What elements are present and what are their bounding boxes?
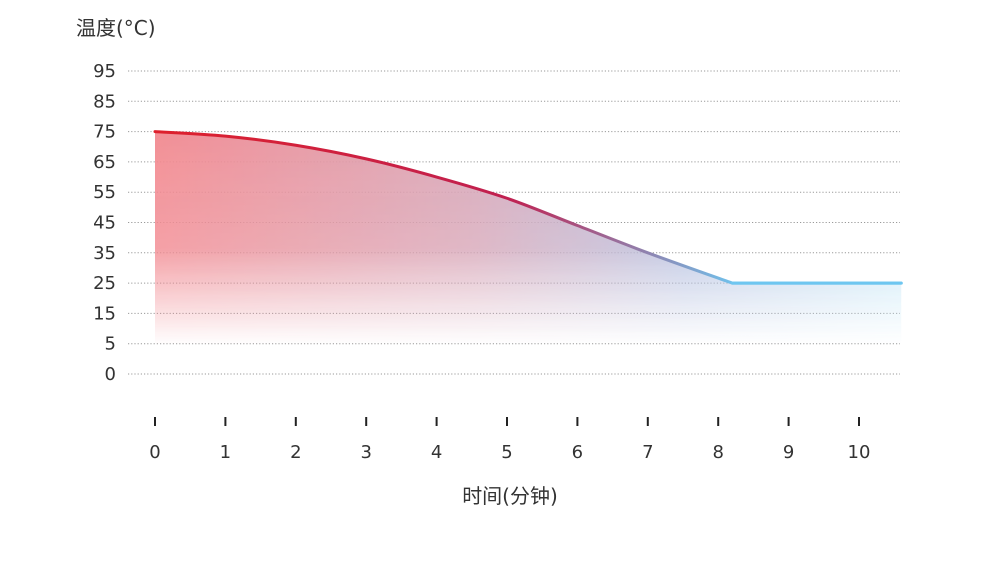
x-tick-label: 4 <box>431 442 442 463</box>
y-tick-label: 85 <box>93 91 116 112</box>
x-tick-label: 10 <box>848 442 871 463</box>
y-tick-label: 0 <box>105 364 116 385</box>
x-tick-label: 5 <box>501 442 512 463</box>
y-tick-label: 45 <box>93 213 116 234</box>
x-tick-label: 1 <box>220 442 231 463</box>
x-axis-title: 时间(分钟) <box>462 484 558 508</box>
y-tick-label: 15 <box>93 303 116 324</box>
x-tick-label: 2 <box>290 442 301 463</box>
x-tick-label: 3 <box>360 442 371 463</box>
y-axis-ticks: 0 5 15 25 35 45 55 65 75 85 95 <box>93 61 116 385</box>
y-tick-label: 95 <box>93 61 116 82</box>
x-tick-label: 7 <box>642 442 653 463</box>
y-tick-label: 5 <box>105 334 116 355</box>
x-axis-ticks: 0 1 2 3 4 5 6 7 8 9 10 <box>149 417 870 463</box>
x-tick-label: 0 <box>149 442 160 463</box>
y-tick-label: 25 <box>93 273 116 294</box>
series-line <box>153 130 903 285</box>
area-fill <box>155 131 902 346</box>
series-lines <box>153 130 903 285</box>
y-axis-title: 温度(°C) <box>76 16 156 40</box>
y-tick-label: 65 <box>93 152 116 173</box>
series-area <box>155 131 902 346</box>
y-tick-label: 35 <box>93 243 116 264</box>
y-tick-label: 55 <box>93 182 116 203</box>
x-tick-label: 9 <box>783 442 794 463</box>
x-tick-label: 8 <box>712 442 723 463</box>
x-tick-label: 6 <box>572 442 583 463</box>
y-tick-label: 75 <box>93 122 116 143</box>
